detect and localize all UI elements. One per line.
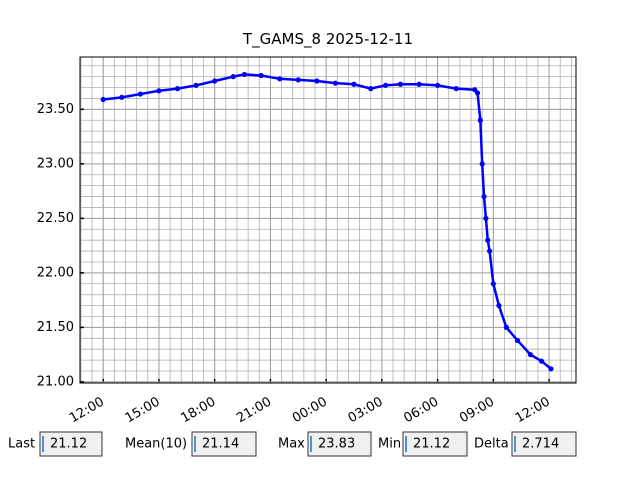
marker — [258, 72, 264, 79]
marker — [487, 248, 493, 254]
stat-box[interactable] — [191, 431, 257, 457]
marker — [156, 88, 162, 94]
marker — [212, 78, 218, 84]
marker — [503, 324, 509, 330]
plot-frame — [79, 56, 577, 384]
marker — [514, 337, 521, 344]
stat-box[interactable] — [402, 431, 468, 457]
y-tick-label: 21.00 — [37, 374, 74, 389]
marker — [453, 86, 459, 92]
stat-value: 23.83 — [318, 437, 355, 452]
marker — [119, 94, 125, 100]
x-tick-label: 00:00 — [290, 395, 330, 427]
data-line — [103, 73, 552, 370]
y-tick-label: 22.00 — [37, 265, 74, 280]
marker — [193, 82, 199, 88]
marker — [314, 78, 320, 84]
y-tick-label: 23.50 — [37, 102, 74, 117]
x-tick-label: 21:00 — [234, 395, 274, 427]
marker — [435, 82, 441, 88]
stat-value: 2.714 — [522, 437, 559, 452]
x-tick-label: 12:00 — [513, 395, 553, 427]
stat-value: 21.12 — [50, 437, 87, 452]
marker — [100, 96, 106, 103]
marker — [382, 82, 389, 88]
chart-title: T_GAMS_8 2025-12-11 — [242, 30, 413, 49]
marker — [368, 86, 374, 92]
marker — [332, 80, 339, 86]
marker — [548, 366, 554, 372]
x-tick-label: 09:00 — [457, 395, 497, 427]
marker — [295, 77, 301, 83]
marker — [416, 81, 422, 87]
marker — [277, 76, 283, 82]
marker — [477, 117, 483, 123]
marker — [241, 71, 248, 78]
x-tick-label: 06:00 — [401, 395, 441, 427]
marker — [137, 91, 143, 97]
stat-label: Max — [278, 437, 305, 452]
stat-label: Mean(10) — [125, 437, 187, 452]
marker — [230, 74, 236, 80]
marker — [174, 86, 181, 92]
stat-label: Last — [8, 437, 35, 452]
marker — [496, 302, 502, 309]
stat-label: Min — [378, 437, 401, 452]
x-tick-label: 03:00 — [346, 395, 386, 427]
stat-box[interactable] — [307, 431, 372, 457]
x-tick-label: 12:00 — [67, 395, 107, 427]
stat-value: 21.14 — [202, 437, 239, 452]
y-tick-label: 23.00 — [37, 156, 74, 171]
stat-label: Delta — [474, 437, 509, 452]
marker — [527, 352, 534, 358]
marker — [481, 193, 487, 200]
stat-value: 21.12 — [413, 437, 450, 452]
marker — [474, 90, 481, 96]
marker — [351, 81, 357, 87]
x-tick-label: 18:00 — [178, 395, 218, 427]
stat-box[interactable] — [511, 431, 577, 457]
marker — [490, 281, 496, 287]
x-tick-label: 15:00 — [123, 395, 163, 427]
stat-box[interactable] — [39, 431, 103, 457]
marker — [479, 161, 485, 167]
marker — [397, 81, 404, 87]
marker — [539, 358, 545, 364]
marker — [483, 215, 489, 221]
marker — [485, 237, 491, 243]
y-tick-label: 21.50 — [37, 320, 74, 335]
y-tick-label: 22.50 — [37, 211, 74, 226]
